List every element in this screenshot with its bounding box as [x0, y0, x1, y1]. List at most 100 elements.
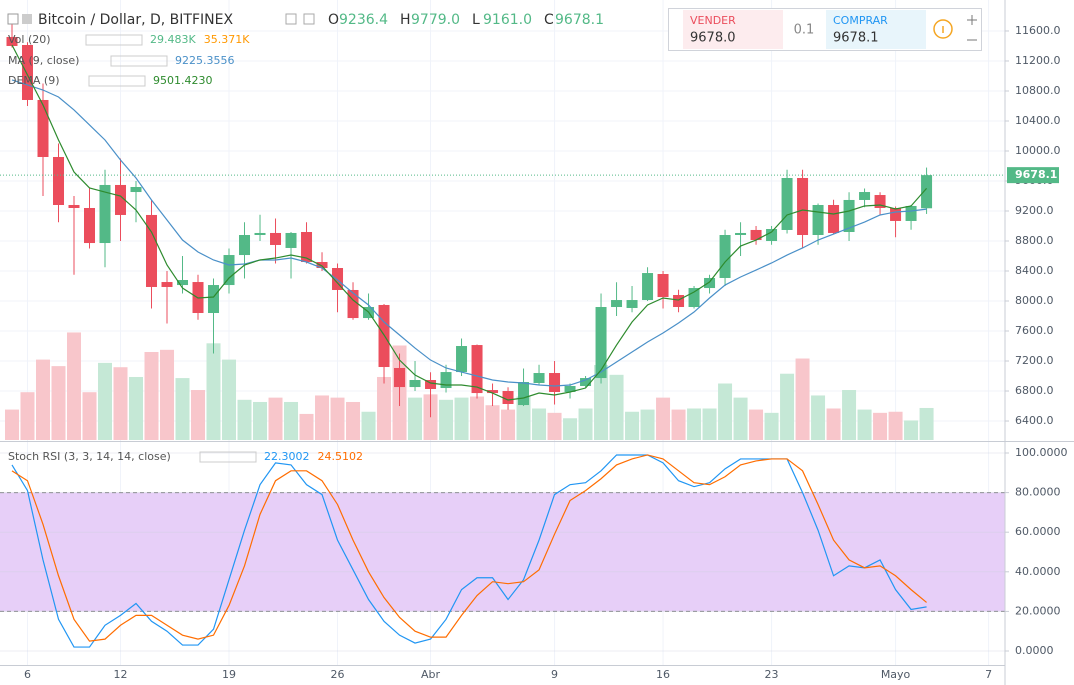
y-tick-label: 7600.0 — [1015, 324, 1054, 337]
ohlc-value: 9161.0 — [483, 12, 532, 28]
legend-value: 9501.4230 — [153, 74, 213, 87]
settings-icon[interactable] — [303, 13, 315, 25]
spread: 0.1 — [794, 23, 815, 38]
candle-body — [626, 300, 638, 308]
last-price-label: 9678.1 — [1015, 168, 1057, 181]
candle-body — [425, 379, 437, 389]
price-layer — [0, 24, 1005, 418]
x-tick-label: 19 — [222, 668, 236, 681]
legend-icons — [85, 34, 143, 46]
candle-body — [21, 45, 33, 100]
candle-body — [719, 235, 731, 278]
candle-body — [533, 373, 545, 383]
x-tick-label: Mayo — [881, 668, 911, 681]
legend-value: 35.371K — [204, 33, 250, 46]
candle-body — [301, 232, 313, 263]
candle-body — [37, 99, 49, 157]
x-tick-label: 16 — [656, 668, 670, 681]
volume-bar — [563, 418, 578, 440]
candle-body — [332, 268, 344, 290]
sell-price: 9678.0 — [690, 31, 736, 46]
candle-body — [223, 255, 235, 286]
info-icon[interactable] — [933, 19, 953, 39]
volume-bar — [129, 376, 144, 440]
candle-body — [146, 214, 158, 287]
buy-button[interactable] — [826, 10, 926, 49]
candle-body — [409, 379, 421, 388]
volume-bar — [857, 409, 872, 440]
volume-bar — [516, 396, 531, 440]
y-tick-label: 60.0000 — [1015, 525, 1061, 538]
y-tick-label: 8000.0 — [1015, 294, 1054, 307]
candle-body — [518, 382, 530, 406]
volume-bar — [191, 390, 206, 440]
candle-body — [735, 232, 747, 236]
candle-body — [115, 184, 127, 215]
volume-bar — [687, 408, 702, 440]
candle-body — [611, 300, 623, 308]
candle-body — [440, 372, 452, 389]
volume-bar — [4, 409, 19, 440]
eye-icon[interactable] — [285, 13, 297, 25]
y-tick-label: 6800.0 — [1015, 384, 1054, 397]
volume-bar — [454, 397, 469, 440]
legend-name: Stoch RSI (3, 3, 14, 14, close) — [8, 450, 171, 463]
stoch-band — [0, 492, 1005, 612]
y-tick-label: 0.0000 — [1015, 644, 1054, 657]
volume-bar — [160, 349, 175, 440]
sell-button[interactable] — [683, 10, 783, 49]
y-tick-label: 20.0000 — [1015, 604, 1061, 617]
candle-body — [921, 175, 933, 209]
candle-body — [812, 204, 824, 236]
volume-bar — [268, 397, 283, 440]
candle-body — [99, 184, 111, 244]
volume-bar — [175, 378, 190, 440]
y-tick-label: 9200.0 — [1015, 204, 1054, 217]
volume-bar — [20, 392, 35, 440]
legend-icons — [88, 75, 146, 87]
y-tick-label: 10800.0 — [1015, 84, 1061, 97]
candle-body — [657, 274, 669, 298]
candle-body — [68, 204, 80, 208]
volume-layer — [4, 332, 934, 440]
indicator-line — [11, 79, 927, 387]
volume-bar — [439, 399, 454, 440]
ohlc-key: L — [472, 12, 480, 28]
volume-bar — [578, 408, 593, 440]
y-tick-label: 8800.0 — [1015, 234, 1054, 247]
y-tick-label: 10000.0 — [1015, 144, 1061, 157]
candle-body — [239, 235, 251, 256]
trade-widget: VENDER 9678.0 0.1 COMPRAR 9678.1 — [668, 8, 982, 51]
volume-bar — [82, 392, 97, 440]
candle-body — [316, 262, 328, 269]
candle-body — [859, 192, 871, 200]
volume-bar — [795, 358, 810, 440]
x-tick-label: 6 — [24, 668, 31, 681]
volume-bar — [470, 396, 485, 440]
x-tick-label: 9 — [551, 668, 558, 681]
collapse-icon[interactable] — [7, 13, 19, 25]
volume-bar — [919, 407, 934, 440]
volume-bar — [315, 395, 330, 440]
volume-bar — [113, 367, 128, 440]
candle-body — [177, 280, 189, 286]
y-tick-label: 80.0000 — [1015, 486, 1061, 499]
volume-bar — [594, 365, 609, 440]
volume-bar — [656, 397, 671, 440]
candle-body — [673, 295, 685, 308]
buy-price: 9678.1 — [833, 31, 879, 46]
sell-label: VENDER — [690, 14, 736, 27]
x-tick-label: 26 — [331, 668, 345, 681]
y-tick-label: 11600.0 — [1015, 24, 1061, 37]
volume-bar — [547, 412, 562, 440]
volume-bar — [299, 413, 314, 440]
volume-bar — [640, 409, 655, 440]
candle-body — [270, 232, 282, 245]
volume-bar — [811, 395, 826, 440]
volume-bar — [36, 359, 51, 440]
volume-bar — [377, 376, 392, 440]
candle-body — [347, 289, 359, 319]
legend-name: DEMA (9) — [8, 74, 60, 87]
candle-body — [595, 307, 607, 379]
